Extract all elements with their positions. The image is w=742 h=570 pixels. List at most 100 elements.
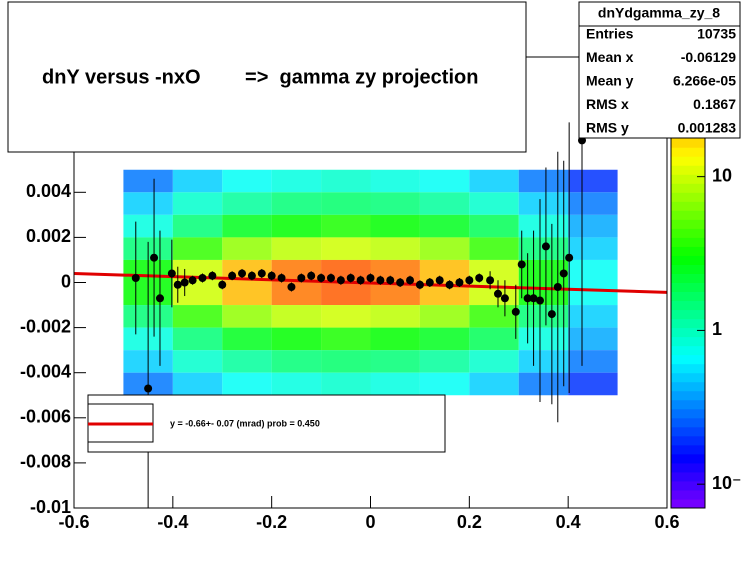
profile-point [287,283,296,292]
chart-title: dnY versus -nxO => gamma zy projection [42,66,478,88]
y-tick-label: -0.01 [30,497,71,517]
legend-label: y = -0.66+- 0.07 (mrad) prob = 0.450 [170,418,320,428]
palette-swatch [671,408,705,419]
z-tick-label: 1 [712,319,722,339]
hist-cell [271,305,322,328]
profile-point [336,276,345,285]
palette-swatch [671,444,705,455]
hist-cell [419,305,470,328]
hist-cell [222,192,272,215]
hist-cell [370,237,420,260]
hist-cell [568,327,618,351]
hist-cell [469,214,519,238]
palette-swatch [671,345,705,356]
profile-point [445,280,454,289]
profile-point [529,294,538,303]
hist-cell [419,192,470,215]
x-tick-label: 0.6 [654,512,679,532]
profile-point [475,273,484,282]
hist-cell [321,372,371,396]
hist-cell [271,327,322,351]
profile-point [486,276,495,285]
profile-point [131,273,140,282]
profile-point [277,273,286,282]
palette-swatch [671,417,705,428]
hist-cell [321,169,371,193]
profile-point [493,289,502,298]
hist-cell [123,169,173,193]
hist-cell [370,282,420,306]
hist-cell [568,372,618,396]
hist-cell [271,282,322,306]
palette-swatch [671,228,705,238]
palette-swatch [671,453,705,464]
y-tick-label: -0.008 [20,452,71,472]
x-tick-label: -0.4 [157,512,188,532]
palette-swatch [671,183,705,193]
hist-cell [568,305,618,328]
y-tick-label: -0.002 [20,316,71,336]
hist-cell [568,259,618,283]
hist-cell [321,192,371,215]
y-tick-label: -0.006 [20,407,71,427]
palette-swatch [671,354,705,365]
profile-point [356,276,365,285]
x-tick-label: 0.2 [457,512,482,532]
palette-swatch [671,363,705,374]
y-tick-label: 0 [61,271,71,291]
palette-swatch [671,201,705,211]
profile-point [326,273,335,282]
profile-point [247,271,256,280]
hist-cell [321,237,371,260]
palette-swatch [671,489,705,500]
hist-cell [469,192,519,215]
hist-cell [568,169,618,193]
profile-point [155,294,164,303]
hist-cell [222,282,272,306]
hist-cell [172,192,223,215]
profile-point [553,283,562,292]
hist-cell [222,327,272,351]
hist-cell [271,214,322,238]
x-tick-label: -0.2 [256,512,287,532]
palette-swatch [671,156,705,166]
stats-value: 6.266e-05 [673,73,736,89]
palette-swatch [671,399,705,410]
palette-swatch [671,435,705,446]
stats-key: RMS x [586,96,629,112]
title-box [7,1,527,153]
x-tick-label: 0 [365,512,375,532]
palette-swatch [671,480,705,491]
palette-swatch [671,390,705,401]
hist-cell [172,237,223,260]
palette-swatch [671,318,705,329]
hist-cell [222,372,272,396]
profile-point [565,253,574,262]
hist-cell [518,305,569,328]
profile-point [317,273,326,282]
stats-title: dnYdgamma_zy_8 [598,5,720,21]
stats-frame [578,1,741,139]
profile-point [307,271,316,280]
legend: y = -0.66+- 0.07 (mrad) prob = 0.450 [87,394,446,453]
profile-point [406,276,415,285]
hist-cell [518,259,569,283]
profile-point [465,276,474,285]
palette-swatch [671,291,705,302]
palette-swatch [671,462,705,473]
palette-swatch [671,219,705,229]
hist-cell [518,372,569,396]
z-tick-label: 10⁻¹ [712,473,742,493]
stats-value: -0.06129 [681,49,736,65]
palette-swatch [671,282,705,293]
stats-value: 0.1867 [693,96,736,112]
palette-swatch [671,471,705,482]
palette-swatch [671,273,705,283]
stats-key: RMS y [586,120,629,136]
profile-point [208,271,217,280]
profile-point [511,307,520,316]
hist-cell [370,214,420,238]
palette-swatch [671,147,705,157]
stats-key: Mean y [586,73,634,89]
y-tick-label: 0.004 [26,181,71,201]
